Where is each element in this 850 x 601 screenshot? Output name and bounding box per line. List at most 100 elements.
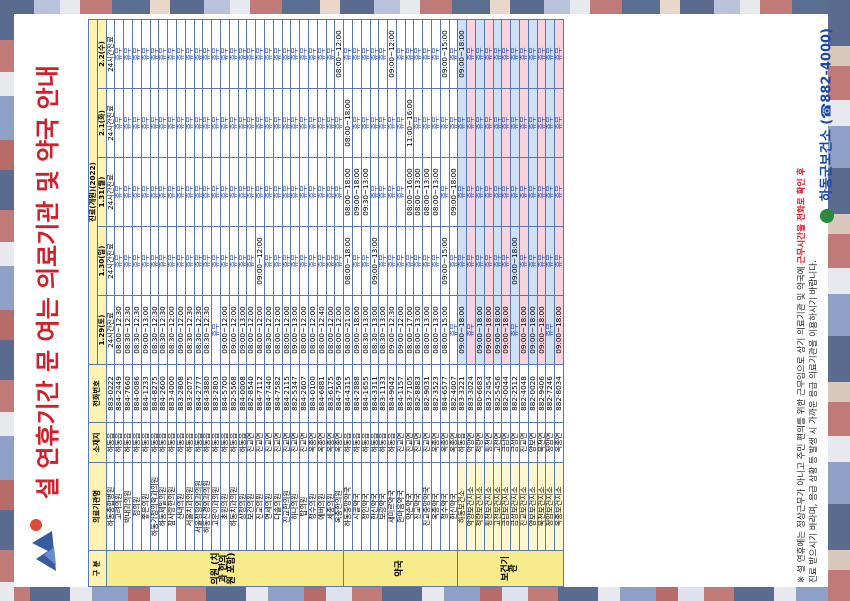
hours-cell: 휴무 bbox=[545, 295, 555, 365]
facility-phone: 884-1655 bbox=[361, 364, 370, 423]
facility-phone: 884-1157 bbox=[396, 364, 406, 423]
hours-cell: 휴무 bbox=[545, 88, 555, 158]
hours-cell: 휴무 bbox=[466, 88, 476, 158]
table-row: 하동가정의학과의원 하동읍 884-8275 08:30~12:30 휴무 휴무 휴무 휴무 bbox=[150, 19, 159, 587]
hours-cell: 08:00~12:30 bbox=[114, 295, 124, 365]
table-row: 북천보건지소 북천면 882-9406 09:00~18:00 휴무 휴무 휴무 휴무 bbox=[537, 19, 546, 587]
hours-cell: 09:30~13:00 bbox=[361, 157, 370, 227]
facility-location: 진교면 bbox=[273, 422, 283, 463]
hours-cell: 08:30~13:00 bbox=[361, 295, 370, 365]
table-row: 연세의원 진교면 884-7440 08:30~12:00 휴무 휴무 휴무 휴무 bbox=[264, 19, 274, 587]
facility-phone: 883-4000 bbox=[167, 364, 177, 423]
hours-cell: 09:00~15:00 bbox=[440, 19, 450, 89]
facility-location: 진교면 bbox=[422, 422, 432, 463]
table-row: 참사랑한의원 하동읍 883-4000 08:30~12:00 휴무 휴무 휴무 휴무 bbox=[167, 19, 177, 587]
category-cell: 의원 (치과 한의원 포함) bbox=[106, 550, 344, 587]
hours-cell: 휴무 bbox=[343, 19, 353, 89]
facility-phone: 884-5700 bbox=[220, 364, 230, 423]
hours-cell: 휴무 bbox=[114, 157, 124, 227]
facility-name: 다솔의원 bbox=[273, 462, 283, 551]
hours-cell: 휴무 bbox=[413, 88, 423, 158]
facility-location: 하동읍 bbox=[202, 422, 212, 463]
facility-phone: 882-5456 bbox=[493, 364, 502, 423]
table-row: 좋은의원 하동읍 884-1233 09:00~13:00 휴무 휴무 휴무 휴무 bbox=[141, 19, 151, 587]
hours-cell: 휴무 bbox=[519, 19, 529, 89]
facility-name: 에버의원 bbox=[317, 462, 327, 551]
table-row: 하동치과의원 하동읍 882-5568 09:00~12:00 휴무 휴무 휴무 휴무 bbox=[229, 19, 239, 587]
col-phone: 전화번호 bbox=[88, 364, 107, 423]
hours-cell: 휴무 bbox=[194, 19, 203, 89]
hours-cell: 휴무 bbox=[545, 226, 555, 296]
facility-location: 진교면 bbox=[405, 422, 414, 463]
hours-cell: 휴무 bbox=[238, 88, 247, 158]
hours-cell: 휴무 bbox=[537, 157, 546, 227]
hadong-logo-icon bbox=[30, 519, 56, 571]
hours-cell: 휴무 bbox=[114, 19, 124, 89]
hours-cell: 휴무 bbox=[282, 157, 291, 227]
facility-name: 하동보건소 bbox=[457, 462, 467, 551]
facility-name: 정인약국 bbox=[361, 462, 370, 551]
facility-phone: 883-2075 bbox=[185, 364, 195, 423]
hours-cell: 09:00~12:30 bbox=[387, 295, 397, 365]
hours-cell: 08:00~13:00 bbox=[422, 295, 432, 365]
facility-name: 양보보건지소 bbox=[528, 462, 538, 551]
hours-cell: 08:00~15:00 bbox=[440, 295, 450, 365]
facility-location: 적량면 bbox=[475, 422, 485, 463]
hours-cell: 08:30~12:00 bbox=[167, 295, 177, 365]
hours-cell: 09:00~18:00 bbox=[528, 295, 538, 365]
hours-cell: 휴무 bbox=[264, 88, 274, 158]
facility-location: 옥종면 bbox=[554, 422, 564, 463]
facility-location: 하동읍 bbox=[378, 422, 388, 463]
hours-cell: 휴무 bbox=[528, 19, 538, 89]
facility-name: 금남보건지소 bbox=[501, 462, 511, 551]
hours-cell: 휴무 bbox=[123, 226, 133, 296]
hours-cell: 휴무 bbox=[370, 157, 379, 227]
hours-cell: 휴무 bbox=[185, 88, 195, 158]
table-row: 진교약국 진교면 882-8883 08:00~13:00 휴무 08:00~13:00 휴… bbox=[413, 19, 423, 587]
table-row: 약국 하동중앙약국 하동읍 884-4315 08:00~21:00 08:00~18:0… bbox=[343, 19, 458, 587]
facility-phone: 884-6577 bbox=[440, 364, 450, 423]
hours-cell: 휴무 bbox=[246, 88, 256, 158]
hours-cell: 휴무 bbox=[537, 226, 546, 296]
hours-cell: 휴무 bbox=[352, 88, 362, 158]
hours-cell: 휴무 bbox=[282, 88, 291, 158]
table-row: 새미르약국 하동읍 884-9042 09:00~12:30 휴무 휴무 휴무 09:00~1… bbox=[387, 19, 397, 587]
hours-cell: 휴무 bbox=[405, 226, 414, 296]
hours-cell: 08:00~12:00 bbox=[273, 295, 283, 365]
facility-phone: 884-0008 bbox=[238, 364, 247, 423]
hours-cell: 휴무 bbox=[510, 19, 520, 89]
hours-cell: 휴무 bbox=[202, 88, 212, 158]
hours-cell: 08:30~12:00 bbox=[264, 295, 274, 365]
facility-name: 진교약국 bbox=[413, 462, 423, 551]
table-row: 하동신경외과의원 하동읍 884-3880 08:30~12:30 휴무 휴무 휴무 휴무 bbox=[202, 19, 212, 587]
hours-cell: 09:00~18:00 bbox=[484, 295, 494, 365]
hours-cell: 08:00~12:00 bbox=[334, 19, 344, 89]
hours-cell: 휴무 bbox=[361, 19, 370, 89]
page-title: 설 연휴기간 문 여는 의료기관 및 약국 안내 bbox=[34, 65, 62, 499]
table-row: 정의원 하동읍 884-0086 08:30~12:30 휴무 휴무 휴무 휴무 bbox=[132, 19, 142, 587]
table-row: 보광약국 하동읍 883-1133 08:30~13:00 휴무 휴무 휴무 휴무 bbox=[378, 19, 388, 587]
hours-cell: 08:00~12:00 bbox=[334, 295, 344, 365]
work-note: 진료(개원)(2022) bbox=[88, 19, 98, 365]
hours-cell: 24시간진료 bbox=[106, 88, 115, 158]
hours-cell: 휴무 bbox=[238, 19, 247, 89]
facility-phone: 882-8540 bbox=[246, 364, 256, 423]
facility-name: 옥종약국 bbox=[431, 462, 441, 551]
facility-phone: 883-0222 bbox=[106, 364, 115, 423]
facility-name: 산내의원 bbox=[176, 462, 186, 551]
hours-cell: 24시간진료 bbox=[106, 295, 115, 365]
hours-cell: 휴무 bbox=[290, 88, 300, 158]
schedule-table-wrap: 구 분 의료기관명 소재지 전화번호 진료(개원)(2022) 1.29(토) 1… bbox=[88, 19, 788, 587]
facility-location: 하동읍 bbox=[132, 422, 142, 463]
hours-cell: 휴무 bbox=[132, 19, 142, 89]
hours-cell: 휴무 bbox=[501, 226, 511, 296]
facility-location: 옥종면 bbox=[308, 422, 318, 463]
hours-cell: 휴무 bbox=[308, 226, 318, 296]
hours-cell: 09:00~12:00 bbox=[255, 226, 265, 296]
facility-name: 금성보건지소 bbox=[510, 462, 520, 551]
hours-cell: 휴무 bbox=[282, 19, 291, 89]
hours-cell: 휴무 bbox=[378, 157, 388, 227]
facility-name: 한마음약국 bbox=[396, 462, 406, 551]
hours-cell: 09:00~18:00 bbox=[475, 295, 485, 365]
